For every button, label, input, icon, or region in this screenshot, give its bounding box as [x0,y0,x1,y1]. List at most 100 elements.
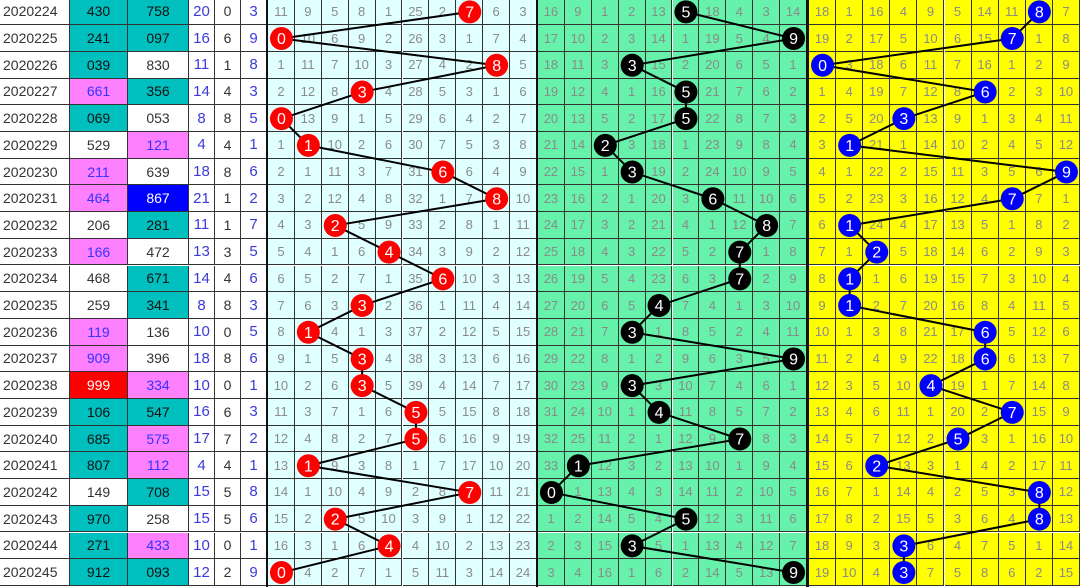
period-cell: 2020241 [0,452,70,480]
tail-cell: 1 [241,132,267,159]
miss-count-cell: 4 [753,25,781,52]
hit-cell [456,479,484,506]
a-cell: 211 [70,158,128,186]
miss-count-cell: 1 [998,425,1026,453]
miss-count-cell: 3 [321,292,349,319]
miss-count-cell: 32 [402,185,430,213]
miss-count-cell: 7 [375,158,403,186]
miss-count-cell: 1 [726,292,754,319]
tail-cell: 9 [241,25,267,52]
miss-count-cell: 4 [375,78,403,106]
miss-count-cell: 2 [294,505,322,533]
miss-count-cell: 3 [348,158,376,186]
b-cell: 112 [128,452,189,480]
span-cell: 7 [215,425,241,453]
miss-count-cell: 4 [1052,265,1080,293]
miss-count-cell: 1 [618,399,646,426]
b-cell: 097 [128,25,189,52]
sum-cell: 4 [189,452,215,480]
sum-cell: 21 [189,185,215,213]
miss-count-cell: 2 [1052,212,1080,239]
tail-cell: 8 [241,51,267,79]
miss-count-cell: 4 [998,132,1026,159]
miss-count-cell: 32 [538,425,565,453]
miss-count-cell: 9 [321,452,349,480]
miss-count-cell: 2 [456,51,484,79]
tail-cell: 1 [241,532,267,560]
miss-count-cell: 19 [645,158,673,186]
miss-count-cell: 8 [726,105,754,132]
miss-count-cell: 5 [699,318,727,346]
miss-count-cell: 15 [1052,559,1080,586]
miss-count-cell: 10 [321,132,349,159]
span-cell: 6 [215,25,241,52]
miss-count-cell: 6 [456,158,484,186]
miss-count-cell: 4 [971,452,999,480]
tail-cell: 6 [241,265,267,293]
miss-count-cell: 5 [726,559,754,586]
miss-count-cell: 9 [591,372,619,399]
miss-count-cell: 11 [780,318,807,346]
miss-count-cell: 2 [645,452,673,480]
miss-count-cell: 3 [510,0,537,26]
miss-count-cell: 9 [429,505,457,533]
sum-cell: 13 [189,238,215,266]
miss-count-cell: 9 [944,105,972,132]
miss-count-cell: 6 [780,185,807,213]
miss-count-cell: 7 [863,425,891,453]
miss-count-cell: 7 [753,399,781,426]
miss-count-cell: 1 [863,479,891,506]
hit-cell [971,345,999,373]
miss-count-cell: 7 [268,292,295,319]
miss-count-cell: 5 [375,105,403,132]
span-cell: 8 [215,158,241,186]
hit-cell [268,105,295,132]
hit-cell [836,292,864,319]
miss-count-cell: 24 [538,212,565,239]
b-cell: 830 [128,51,189,79]
miss-count-cell: 22 [645,238,673,266]
miss-count-cell: 3 [618,238,646,266]
miss-count-cell: 4 [809,158,837,186]
miss-count-cell: 14 [1025,372,1053,399]
miss-count-cell: 11 [1052,452,1080,480]
miss-count-cell: 4 [998,292,1026,319]
miss-count-cell: 5 [456,132,484,159]
miss-count-cell: 1 [971,372,999,399]
miss-count-cell: 14 [672,479,700,506]
hit-cell [780,345,807,373]
miss-count-cell: 6 [753,78,781,106]
sum-cell: 16 [189,399,215,426]
miss-count-cell: 1 [618,185,646,213]
miss-count-cell: 7 [321,399,349,426]
miss-count-cell: 15 [809,452,837,480]
miss-count-cell: 24 [863,212,891,239]
miss-count-cell: 2 [375,292,403,319]
miss-count-cell: 22 [699,105,727,132]
miss-count-cell: 4 [944,532,972,560]
miss-count-cell: 15 [591,532,619,560]
miss-count-cell: 1 [917,399,945,426]
miss-count-cell: 7 [483,372,511,399]
miss-count-cell: 4 [483,292,511,319]
miss-count-cell: 1 [836,318,864,346]
miss-count-cell: 2 [863,292,891,319]
a-cell: 271 [70,532,128,560]
miss-count-cell: 10 [780,292,807,319]
miss-count-cell: 2 [944,479,972,506]
miss-count-cell: 1 [672,25,700,52]
miss-count-cell: 4 [375,345,403,373]
hit-cell [456,0,484,26]
miss-count-cell: 8 [944,78,972,106]
miss-count-cell: 9 [510,158,537,186]
hit-cell [268,25,295,52]
miss-count-cell: 2 [753,265,781,293]
miss-count-cell: 1 [429,185,457,213]
miss-count-cell: 22 [917,345,945,373]
miss-count-cell: 1 [294,479,322,506]
miss-count-cell: 36 [402,292,430,319]
miss-count-cell: 10 [294,25,322,52]
miss-count-cell: 3 [618,452,646,480]
miss-count-cell: 19 [538,78,565,106]
